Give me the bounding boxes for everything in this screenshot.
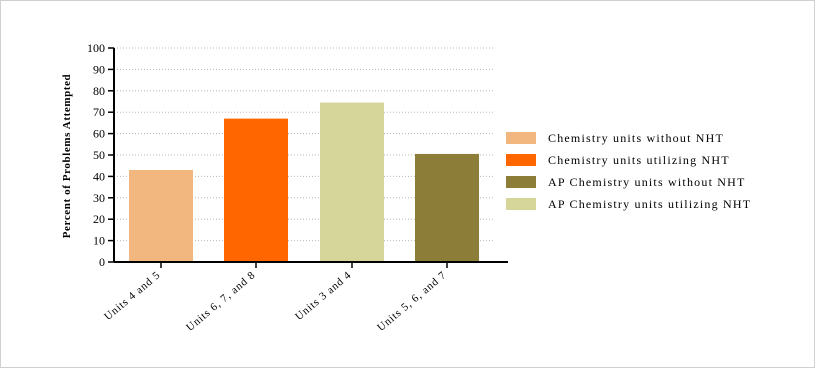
legend-label: Chemistry units utilizing NHT	[548, 153, 730, 167]
x-category-label: Units 5, 6, and 7	[375, 269, 449, 334]
legend-label: AP Chemistry units without NHT	[548, 175, 746, 189]
legend-swatch	[506, 198, 536, 210]
legend: Chemistry units without NHT Chemistry uni…	[506, 131, 751, 211]
x-category-labels: Units 4 and 5 Units 6, 7, and 8 Units 3 an…	[102, 262, 449, 334]
legend-label: Chemistry units without NHT	[548, 131, 724, 145]
legend-swatch	[506, 154, 536, 166]
y-tick-label: 70	[93, 105, 105, 119]
x-category-label: Units 4 and 5	[102, 269, 163, 323]
y-tick-label: 0	[99, 255, 105, 269]
bars	[129, 102, 479, 263]
y-tick-label: 40	[93, 169, 105, 183]
y-tick-label: 60	[93, 127, 105, 141]
x-category-label: Units 6, 7, and 8	[184, 269, 258, 334]
y-ticks: 0 10 20 30 40 50 60 70 80 90 100	[87, 41, 114, 269]
y-tick-label: 20	[93, 212, 105, 226]
y-tick-label: 80	[93, 84, 105, 98]
legend-swatch	[506, 176, 536, 188]
y-tick-label: 50	[93, 148, 105, 162]
bar	[224, 118, 288, 263]
y-tick-label: 10	[93, 234, 105, 248]
legend-label: AP Chemistry units utilizing NHT	[548, 197, 751, 211]
bar	[320, 102, 384, 262]
y-tick-label: 100	[87, 41, 105, 55]
y-axis-title: Percent of Problems Attempted	[61, 74, 73, 239]
bar	[129, 169, 193, 262]
bar	[415, 153, 479, 262]
legend-swatch	[506, 132, 536, 144]
y-tick-label: 90	[93, 62, 105, 76]
x-category-label: Units 3 and 4	[293, 269, 354, 323]
y-tick-label: 30	[93, 191, 105, 205]
